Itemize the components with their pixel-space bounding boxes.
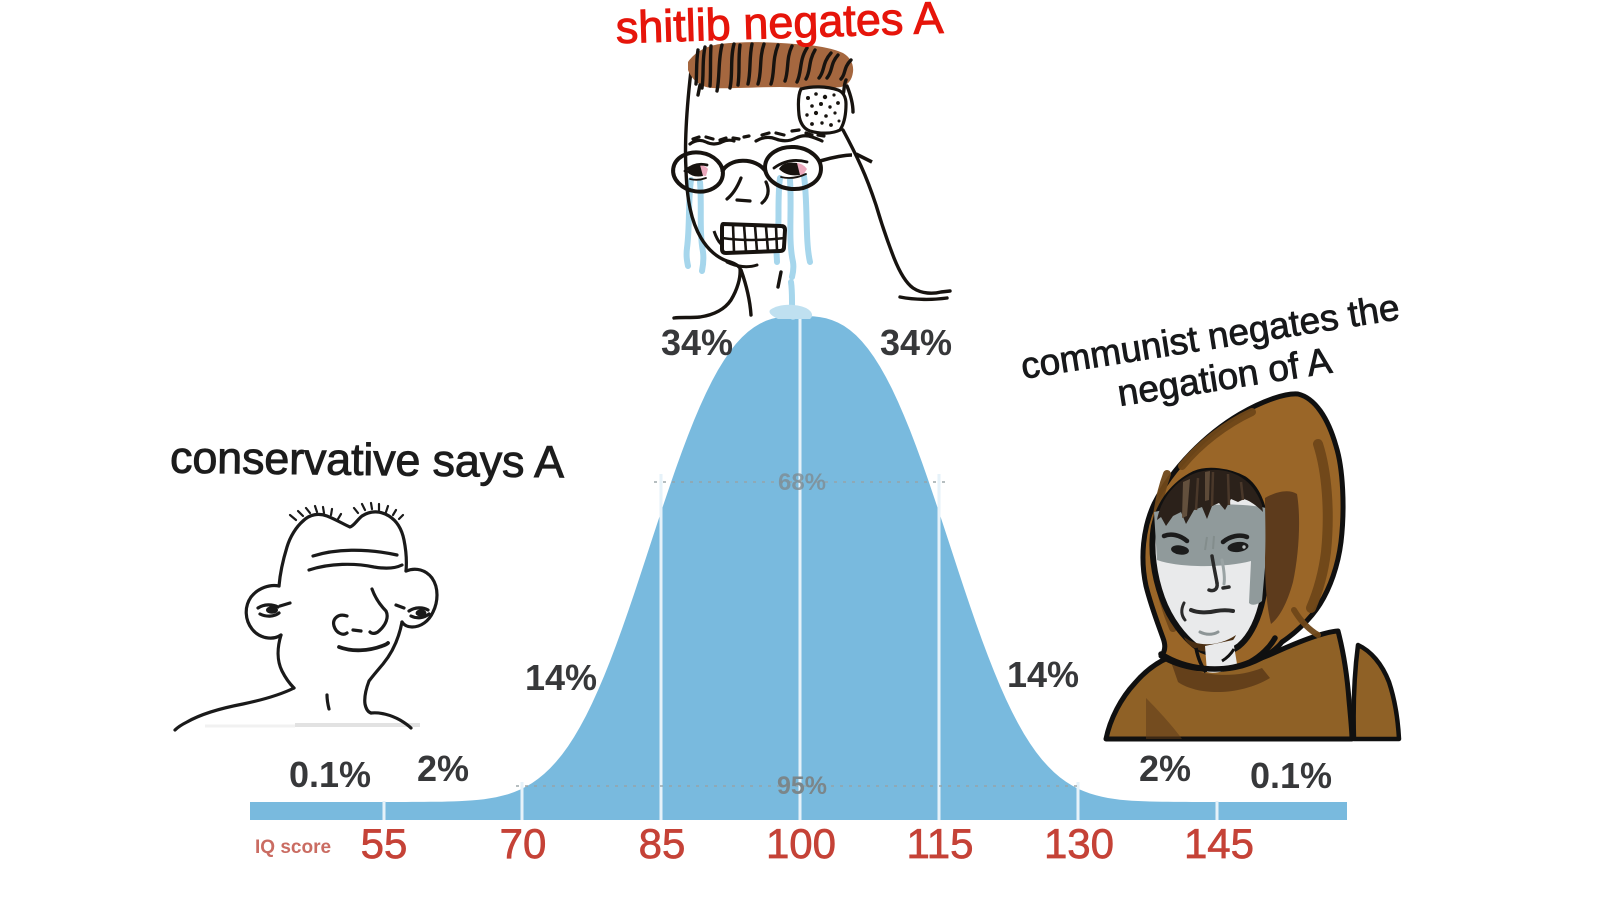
- svg-text:shitlib negates A: shitlib negates A: [615, 0, 944, 53]
- svg-text:145: 145: [1184, 820, 1254, 867]
- svg-text:34%: 34%: [880, 322, 952, 363]
- svg-text:85: 85: [639, 820, 686, 867]
- svg-text:115: 115: [907, 820, 974, 867]
- svg-text:2%: 2%: [1139, 748, 1191, 789]
- svg-text:70: 70: [500, 820, 547, 867]
- svg-text:14%: 14%: [1007, 654, 1079, 695]
- svg-text:conservative says A: conservative says A: [170, 432, 565, 488]
- svg-text:55: 55: [361, 820, 408, 867]
- svg-text:0.1%: 0.1%: [1250, 755, 1332, 796]
- svg-text:34%: 34%: [661, 322, 733, 363]
- svg-text:0.1%: 0.1%: [289, 754, 371, 795]
- svg-text:100: 100: [766, 820, 836, 867]
- svg-text:IQ score: IQ score: [255, 837, 331, 858]
- svg-text:95%: 95%: [777, 772, 827, 800]
- svg-text:130: 130: [1044, 820, 1114, 867]
- svg-text:68%: 68%: [778, 469, 826, 496]
- svg-text:2%: 2%: [417, 748, 469, 789]
- svg-text:14%: 14%: [525, 657, 597, 698]
